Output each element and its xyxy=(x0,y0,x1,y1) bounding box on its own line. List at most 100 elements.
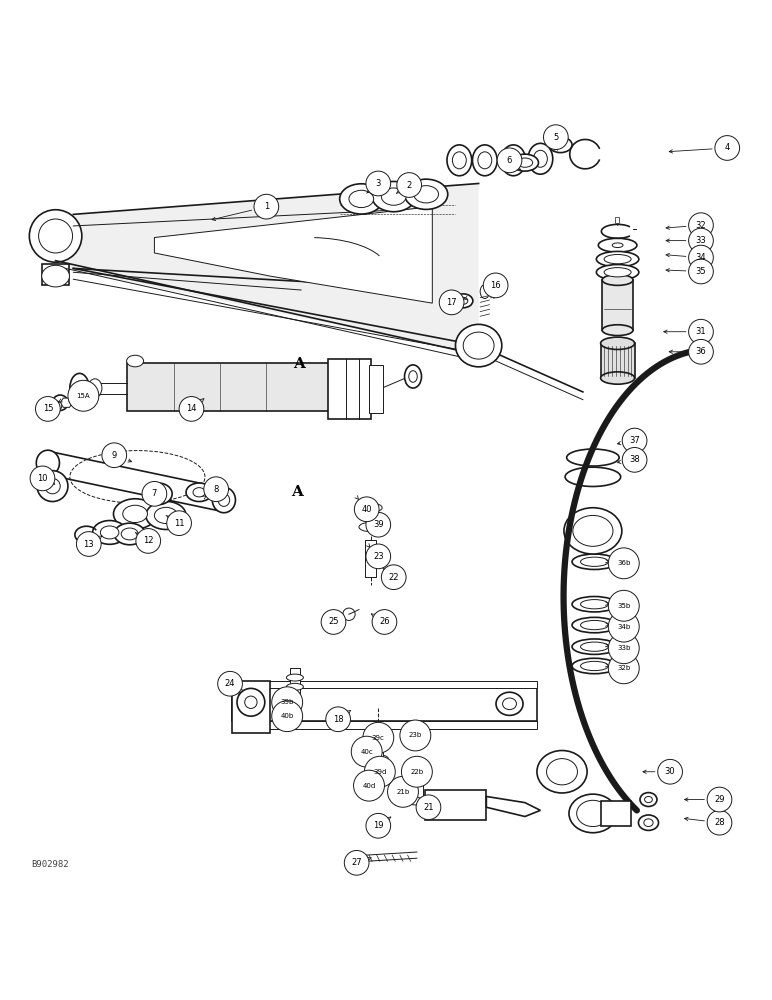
Ellipse shape xyxy=(114,523,145,545)
Ellipse shape xyxy=(503,698,516,710)
Circle shape xyxy=(343,608,355,620)
Text: 23b: 23b xyxy=(408,732,422,738)
Bar xyxy=(365,540,376,577)
Text: 32b: 32b xyxy=(617,665,631,671)
Ellipse shape xyxy=(186,483,212,502)
Ellipse shape xyxy=(42,265,69,287)
Circle shape xyxy=(52,401,62,410)
Text: 10: 10 xyxy=(37,474,48,483)
Ellipse shape xyxy=(368,732,388,739)
Ellipse shape xyxy=(572,658,617,674)
Ellipse shape xyxy=(602,275,633,285)
Ellipse shape xyxy=(564,508,622,554)
Bar xyxy=(602,280,633,330)
Ellipse shape xyxy=(478,152,492,169)
Ellipse shape xyxy=(447,145,472,176)
Circle shape xyxy=(366,544,391,569)
Text: 37: 37 xyxy=(629,436,640,445)
Circle shape xyxy=(167,511,191,536)
Text: 21b: 21b xyxy=(396,789,410,795)
Circle shape xyxy=(608,548,639,579)
Ellipse shape xyxy=(349,190,374,208)
Circle shape xyxy=(689,259,713,284)
Circle shape xyxy=(136,529,161,553)
Ellipse shape xyxy=(127,355,144,367)
Circle shape xyxy=(76,532,101,556)
Bar xyxy=(232,681,270,733)
Circle shape xyxy=(272,687,303,718)
Circle shape xyxy=(543,125,568,150)
Text: 39c: 39c xyxy=(372,735,384,741)
Ellipse shape xyxy=(604,255,631,264)
Bar xyxy=(374,741,383,778)
Ellipse shape xyxy=(572,639,617,654)
Text: 39b: 39b xyxy=(280,699,294,705)
Ellipse shape xyxy=(517,158,533,167)
Ellipse shape xyxy=(581,642,608,651)
Text: B902982: B902982 xyxy=(31,860,69,869)
Ellipse shape xyxy=(640,793,657,806)
Text: 14: 14 xyxy=(186,404,197,413)
Ellipse shape xyxy=(88,379,102,397)
Text: 33: 33 xyxy=(696,236,706,245)
Ellipse shape xyxy=(144,483,172,505)
Bar xyxy=(408,778,423,801)
Ellipse shape xyxy=(69,373,90,403)
Text: A: A xyxy=(291,485,303,499)
Circle shape xyxy=(179,397,204,421)
Polygon shape xyxy=(66,183,479,355)
Ellipse shape xyxy=(645,796,652,803)
Circle shape xyxy=(715,136,740,160)
Ellipse shape xyxy=(193,488,205,497)
Text: 16: 16 xyxy=(490,281,501,290)
Circle shape xyxy=(204,477,229,502)
Text: 40c: 40c xyxy=(361,749,373,755)
Circle shape xyxy=(397,173,422,197)
Ellipse shape xyxy=(501,145,526,176)
Text: 21: 21 xyxy=(423,803,434,812)
Bar xyxy=(232,721,537,729)
Bar xyxy=(615,217,619,223)
Ellipse shape xyxy=(601,372,635,384)
Text: 17: 17 xyxy=(446,298,457,307)
Polygon shape xyxy=(486,796,540,817)
Ellipse shape xyxy=(113,499,157,529)
Ellipse shape xyxy=(601,337,635,349)
Ellipse shape xyxy=(597,265,639,280)
Circle shape xyxy=(689,245,713,270)
Text: 36: 36 xyxy=(696,347,706,356)
Text: 8: 8 xyxy=(214,485,218,494)
Ellipse shape xyxy=(581,600,608,609)
Bar xyxy=(369,365,383,413)
Ellipse shape xyxy=(581,661,608,671)
Circle shape xyxy=(354,497,379,522)
Text: 30: 30 xyxy=(665,767,676,776)
Circle shape xyxy=(344,850,369,875)
Text: 1: 1 xyxy=(264,202,269,211)
Text: 19: 19 xyxy=(373,821,384,830)
Text: 35b: 35b xyxy=(617,603,631,609)
Text: 25: 25 xyxy=(328,617,339,626)
Ellipse shape xyxy=(480,285,489,299)
Ellipse shape xyxy=(569,794,617,833)
Text: 22b: 22b xyxy=(410,769,424,775)
Text: 28: 28 xyxy=(714,818,725,827)
Text: A: A xyxy=(293,357,306,371)
Ellipse shape xyxy=(565,467,621,486)
Ellipse shape xyxy=(472,145,497,176)
Circle shape xyxy=(608,611,639,642)
Circle shape xyxy=(254,194,279,219)
Ellipse shape xyxy=(381,188,406,205)
Text: 39: 39 xyxy=(373,520,384,529)
Ellipse shape xyxy=(405,179,448,209)
Ellipse shape xyxy=(597,251,639,267)
Circle shape xyxy=(707,810,732,835)
Ellipse shape xyxy=(405,365,422,388)
Circle shape xyxy=(483,273,508,298)
Text: 33b: 33b xyxy=(617,645,631,651)
Text: 40b: 40b xyxy=(280,713,294,719)
Circle shape xyxy=(363,722,394,753)
Circle shape xyxy=(622,428,647,453)
Ellipse shape xyxy=(572,554,617,569)
Circle shape xyxy=(366,512,391,537)
